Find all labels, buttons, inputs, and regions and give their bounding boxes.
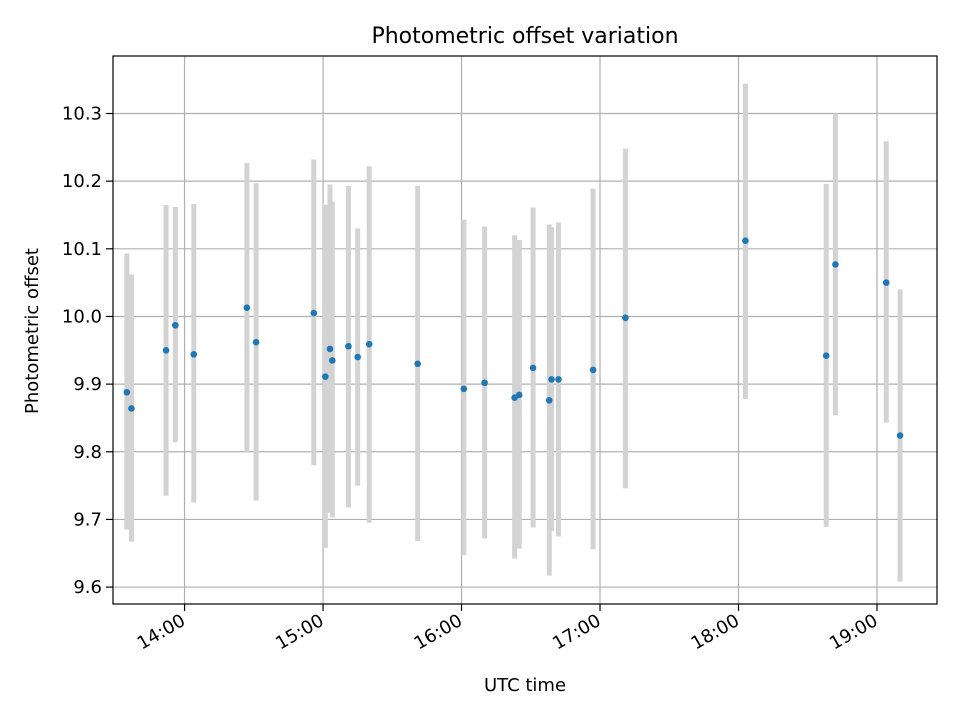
data-point	[622, 314, 629, 322]
y-tick-label: 10.0	[62, 306, 102, 327]
y-tick-label: 9.6	[73, 577, 102, 598]
y-axis-ticks: 9.6 9.7 9.8 9.9 10.0 10.1 10.2 10.3	[62, 104, 113, 598]
y-axis-label: Photometric offset	[22, 248, 43, 414]
y-tick-label: 10.2	[62, 171, 102, 192]
y-tick-label: 10.1	[62, 239, 102, 260]
y-tick-label: 9.8	[73, 442, 102, 463]
data-point	[414, 360, 421, 368]
data-point	[162, 346, 170, 354]
data-point	[252, 338, 260, 346]
data-point	[515, 391, 523, 399]
data-point	[326, 345, 334, 353]
data-point	[310, 309, 318, 317]
data-point	[589, 366, 597, 374]
data-point	[460, 385, 468, 393]
plot-frame	[112, 55, 938, 605]
data-points	[123, 237, 904, 439]
y-tick-label: 9.9	[73, 374, 102, 395]
data-point	[128, 405, 135, 412]
data-point	[172, 321, 179, 329]
data-point	[548, 376, 555, 383]
data-point	[822, 352, 830, 360]
data-point	[882, 279, 890, 286]
data-point	[896, 432, 904, 439]
data-point	[322, 373, 329, 380]
chart-title: Photometric offset variation	[371, 24, 678, 49]
y-tick-label: 10.3	[62, 104, 102, 125]
y-tick-label: 9.7	[73, 509, 102, 530]
data-point	[832, 261, 839, 268]
data-point	[345, 342, 352, 350]
data-point	[481, 379, 488, 387]
data-point	[545, 397, 553, 404]
data-point	[243, 304, 251, 311]
data-point	[354, 353, 361, 361]
data-point	[365, 340, 373, 348]
data-point	[529, 364, 537, 372]
grid	[113, 56, 937, 604]
x-axis-label: UTC time	[484, 675, 566, 696]
data-point	[555, 376, 562, 383]
data-point	[742, 237, 749, 244]
data-point	[328, 357, 336, 364]
data-point	[123, 388, 131, 396]
data-point	[190, 351, 198, 358]
